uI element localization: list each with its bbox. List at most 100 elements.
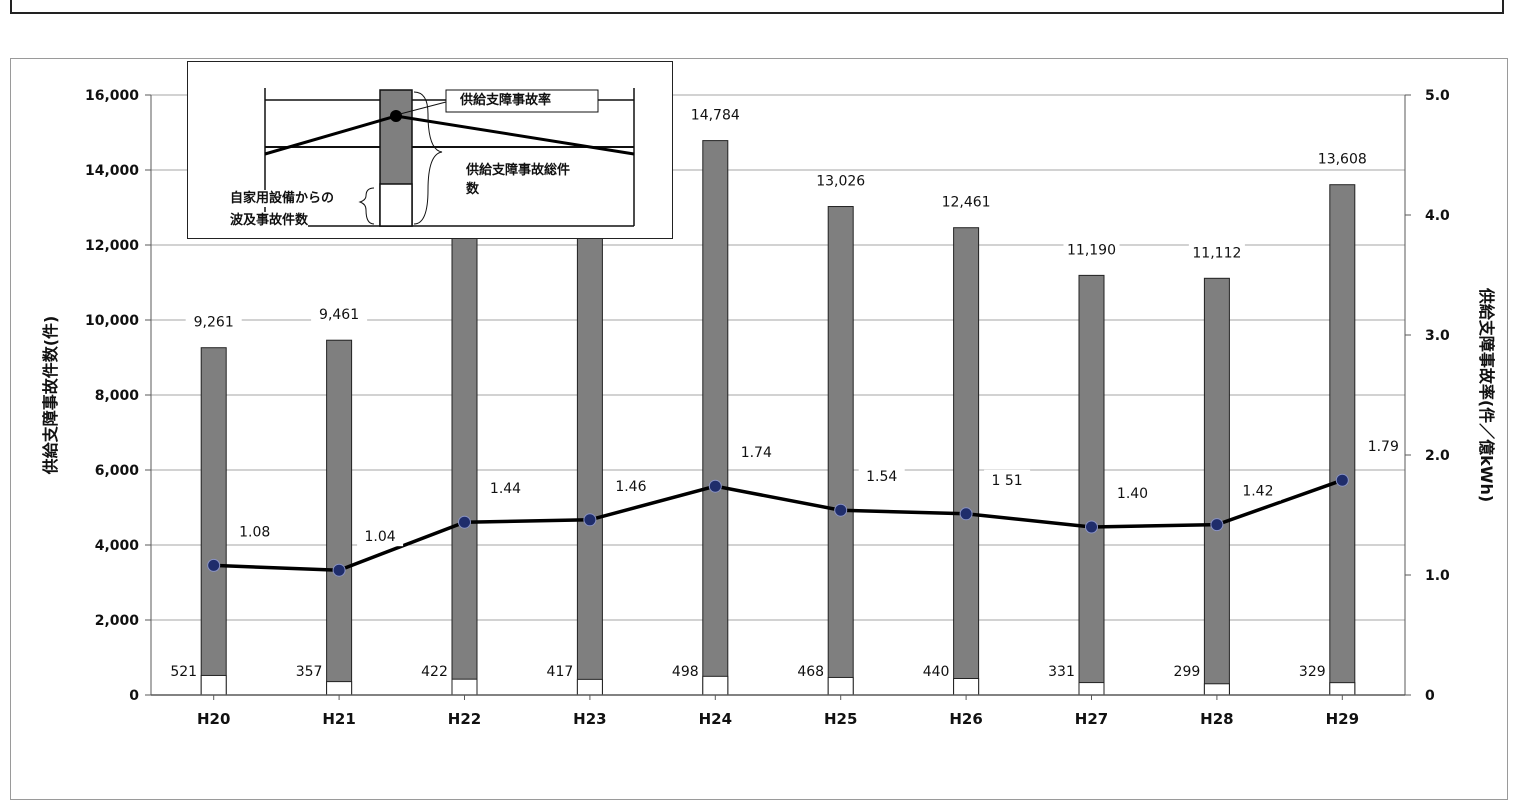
left-tick-label: 8,000 bbox=[95, 388, 140, 404]
x-tick-label: H24 bbox=[699, 710, 732, 728]
bar-spill bbox=[200, 674, 227, 696]
bar-total-label: 13,026 bbox=[816, 174, 865, 190]
right-tick-label: 3.0 bbox=[1425, 328, 1450, 344]
rate-label-bg bbox=[607, 475, 654, 496]
bar-total bbox=[1203, 277, 1230, 696]
right-tick-label: 5.0 bbox=[1425, 88, 1450, 104]
bar-total-label-bg bbox=[812, 170, 869, 191]
bar-total bbox=[953, 227, 980, 696]
bar-total bbox=[702, 140, 729, 696]
bar-total-label: 12,461 bbox=[942, 195, 991, 211]
rate-point bbox=[583, 513, 597, 527]
x-tick-label: H20 bbox=[197, 710, 230, 728]
legend-total-label-line2: 数 bbox=[466, 182, 480, 197]
bar-total bbox=[326, 339, 353, 696]
bar-spill-label: 417 bbox=[547, 664, 574, 680]
rate-label: 1.40 bbox=[1117, 486, 1148, 502]
rate-label-bg bbox=[984, 469, 1031, 490]
bar-total bbox=[1329, 184, 1356, 696]
left-tick-label: 10,000 bbox=[85, 313, 139, 329]
bar-total bbox=[200, 347, 227, 696]
x-tick-label: H22 bbox=[448, 710, 481, 728]
rate-label-bg bbox=[1360, 436, 1407, 457]
bar-total-label-bg bbox=[938, 191, 995, 212]
legend-graphic bbox=[264, 88, 635, 227]
bar-total-label-bg bbox=[687, 104, 744, 125]
rate-label-bg bbox=[1109, 483, 1156, 503]
rate-label-bg bbox=[1234, 480, 1281, 501]
rate-label: 1.74 bbox=[741, 445, 772, 461]
right-tick-label: 1.0 bbox=[1425, 568, 1450, 584]
bar-total-label-bg bbox=[1063, 239, 1120, 260]
rate-label: 1.08 bbox=[239, 524, 270, 540]
rate-line bbox=[213, 478, 1343, 572]
rate-label: 1.44 bbox=[490, 481, 521, 497]
bar-total-label: 9,461 bbox=[319, 307, 359, 323]
rate-label-bg bbox=[357, 526, 404, 547]
bar-total-label-bg bbox=[1314, 148, 1371, 169]
left-tick-label: 14,000 bbox=[85, 163, 139, 179]
bar-total-label: 14,784 bbox=[691, 108, 740, 124]
bar-total-label: 11,190 bbox=[1067, 242, 1116, 258]
rate-point bbox=[458, 515, 471, 529]
bar-spill-label: 498 bbox=[672, 664, 699, 680]
rate-label: 1.54 bbox=[866, 469, 897, 485]
rate-label-bg bbox=[482, 478, 529, 499]
right-tick-label: 0 bbox=[1425, 688, 1435, 704]
bar-spill bbox=[702, 675, 729, 696]
rate-label-bg bbox=[858, 466, 905, 487]
bar-spill-label: 422 bbox=[421, 664, 448, 680]
rate-point bbox=[1210, 518, 1224, 532]
rate-label: 1.79 bbox=[1368, 439, 1399, 455]
left-tick-label: 6,000 bbox=[95, 463, 140, 479]
bar-spill bbox=[827, 676, 854, 696]
bar-total-label-bg bbox=[1188, 242, 1245, 263]
rate-point bbox=[332, 563, 346, 577]
bar-spill bbox=[1203, 683, 1230, 696]
right-axis-title: 供給支障事故率(件／億kWh) bbox=[1477, 287, 1496, 502]
rate-label: 1.42 bbox=[1242, 484, 1273, 500]
legend-spill-label-line2: 波及事故件数 bbox=[230, 212, 309, 229]
x-tick-label: H26 bbox=[949, 710, 982, 728]
rate-point bbox=[1085, 520, 1098, 534]
rate-label-bg bbox=[231, 521, 278, 542]
x-tick-label: H25 bbox=[824, 710, 857, 728]
bar-total bbox=[576, 224, 603, 696]
rate-label: 1 51 bbox=[992, 473, 1023, 489]
bar-total-label: 13,608 bbox=[1318, 152, 1367, 168]
left-tick-label: 16,000 bbox=[85, 88, 139, 104]
rate-label-bg bbox=[733, 442, 780, 463]
left-axis-title: 供給支障事故件数(件) bbox=[41, 316, 60, 476]
x-tick-label: H28 bbox=[1200, 710, 1233, 728]
right-tick-label: 4.0 bbox=[1425, 208, 1450, 224]
legend-spill-label-line1: 自家用設備からの bbox=[230, 190, 335, 207]
chart-frame: 9,2615219,46135712,41842212,53441714,784… bbox=[10, 58, 1508, 800]
x-tick-label: H23 bbox=[573, 710, 606, 728]
legend-spill-bar bbox=[379, 183, 413, 227]
bar-spill bbox=[576, 678, 603, 696]
rate-point bbox=[708, 479, 722, 493]
rate-line-layer bbox=[207, 473, 1349, 577]
legend-rate-line bbox=[264, 114, 635, 156]
bar-total-label-bg bbox=[311, 304, 368, 325]
bar-spill-label: 331 bbox=[1048, 664, 1075, 680]
legend-total-label-line1: 供給支障事故総件 bbox=[466, 163, 571, 178]
left-tick-label: 0 bbox=[129, 688, 139, 704]
bar-spill bbox=[451, 678, 478, 696]
rate-point bbox=[959, 507, 973, 521]
bar-total-label: 11,112 bbox=[1192, 245, 1241, 261]
left-tick-label: 12,000 bbox=[85, 238, 139, 254]
x-tick-label: H21 bbox=[322, 710, 355, 728]
bar-spill bbox=[1329, 682, 1356, 696]
bar-spill bbox=[1078, 682, 1105, 696]
x-tick-label: H29 bbox=[1326, 710, 1359, 728]
left-tick-label: 4,000 bbox=[95, 538, 140, 554]
bar-spill-label: 329 bbox=[1299, 664, 1326, 680]
bar-spill-label: 357 bbox=[296, 664, 323, 680]
x-tick-label: H27 bbox=[1075, 710, 1108, 728]
chart: 9,2615219,46135712,41842212,53441714,784… bbox=[41, 88, 1496, 728]
bar-total bbox=[827, 206, 854, 696]
bar-spill bbox=[953, 678, 980, 696]
bar-total bbox=[451, 228, 478, 696]
legend-rate-marker bbox=[390, 110, 402, 122]
